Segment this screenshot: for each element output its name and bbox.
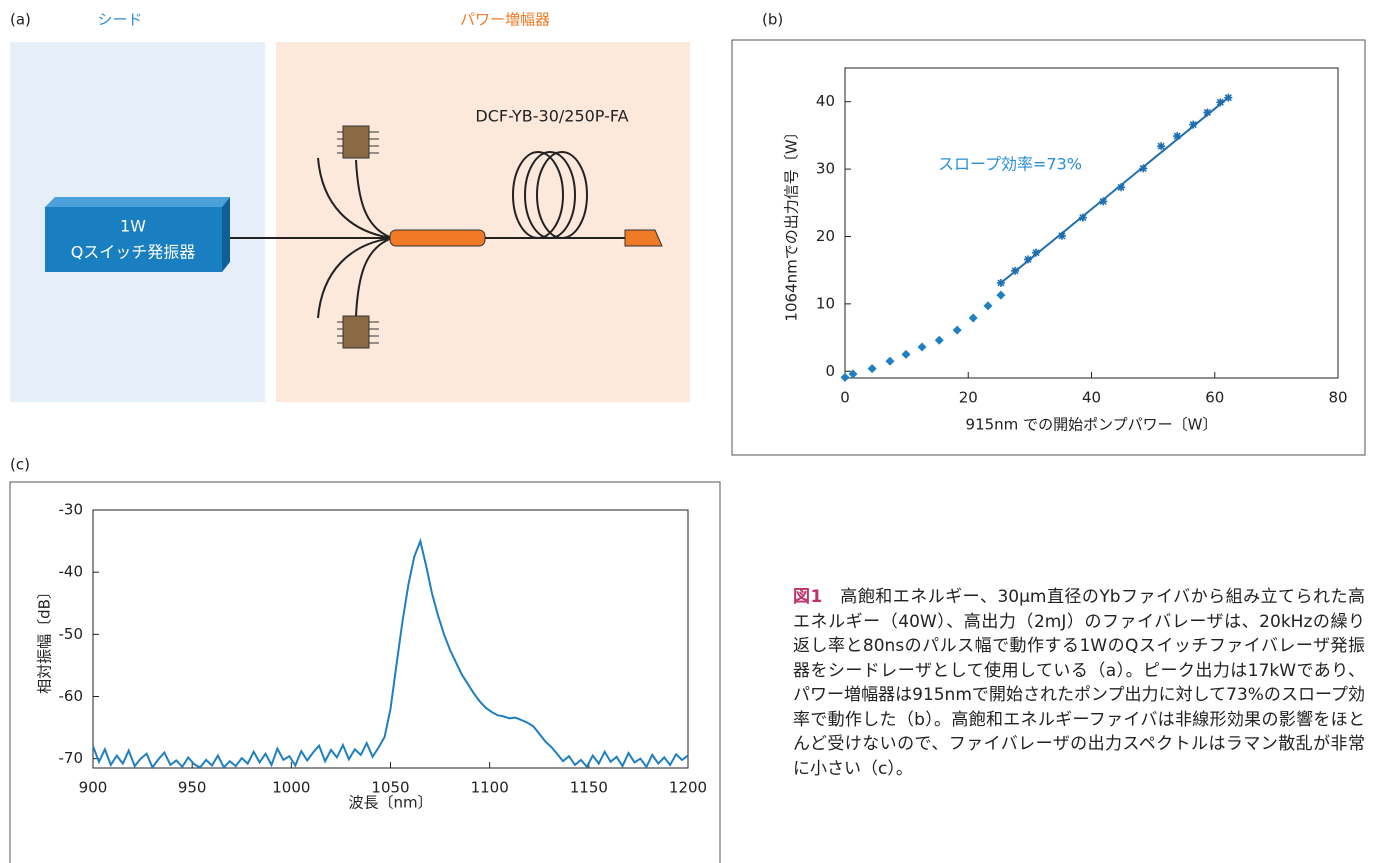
x-tick-label: 1100 (471, 779, 509, 797)
x-tick-label: 60 (1205, 389, 1224, 407)
seed-label: シード (97, 11, 142, 29)
x-tick-label: 1000 (272, 779, 310, 797)
x-tick-label: 80 (1328, 389, 1347, 407)
point (996, 291, 1005, 300)
point (953, 326, 962, 335)
point (969, 314, 978, 323)
oscillator-side (222, 197, 230, 272)
y-axis-label: 1064nmでの出力信号〔W〕 (783, 124, 801, 321)
x-axis-label: 波長〔nm〕 (348, 794, 432, 812)
y-tick-label: 0 (825, 362, 835, 380)
y-tick-label: -70 (59, 749, 84, 767)
amplifier-background (276, 42, 690, 402)
point (885, 357, 894, 366)
oscillator-label: Qスイッチ発振器 (71, 243, 196, 262)
amp-label: パワー増幅器 (460, 11, 550, 29)
point (841, 373, 850, 382)
plot-frame (845, 68, 1338, 378)
x-axis-label: 915nm での開始ポンプパワー〔W〕 (966, 416, 1218, 434)
point (983, 301, 992, 310)
annotation: スロープ効率=73% (938, 155, 1082, 174)
y-tick-label: -50 (59, 625, 84, 643)
oscillator-top (45, 197, 230, 207)
y-tick-label: -40 (59, 563, 84, 581)
gain-fiber (390, 230, 485, 246)
y-tick-label: -60 (59, 687, 84, 705)
y-tick-label: 40 (816, 92, 835, 110)
caption: 図1 高飽和エネルギー、30μm直径のYbファイバから組み立てられた高エネルギー… (793, 585, 1365, 781)
x-tick-label: 20 (959, 389, 978, 407)
data-line (1001, 98, 1228, 283)
panel-label: (a) (10, 11, 31, 29)
page: (a) シード パワー増幅器 1W Qスイッチ発振器 DCF-YB-30/250… (0, 0, 1373, 863)
y-tick-label: 30 (816, 160, 835, 178)
point (918, 343, 927, 352)
plot-frame (93, 510, 688, 768)
point (902, 350, 911, 359)
point (868, 364, 877, 373)
x-tick-label: 950 (178, 779, 207, 797)
caption-text: 高飽和エネルギー、30μm直径のYbファイバから組み立てられた高エネルギー（40… (793, 587, 1365, 779)
panel-label: (c) (10, 456, 30, 474)
caption-label: 図1 (793, 587, 822, 607)
x-tick-label: 1150 (570, 779, 608, 797)
y-tick-label: -30 (59, 501, 84, 519)
y-tick-label: 20 (816, 227, 835, 245)
x-tick-label: 40 (1082, 389, 1101, 407)
oscillator-label: 1W (120, 217, 146, 236)
y-tick-label: 10 (816, 294, 835, 312)
x-tick-label: 900 (79, 779, 108, 797)
data-line (93, 541, 688, 767)
fiber-label: DCF-YB-30/250P-FA (475, 107, 628, 126)
end-cap (625, 230, 662, 246)
x-tick-label: 1200 (669, 779, 707, 797)
y-axis-label: 相対振幅〔dB〕 (36, 584, 54, 694)
point (935, 336, 944, 345)
x-tick-label: 0 (840, 389, 850, 407)
panel-label: (b) (762, 11, 783, 29)
